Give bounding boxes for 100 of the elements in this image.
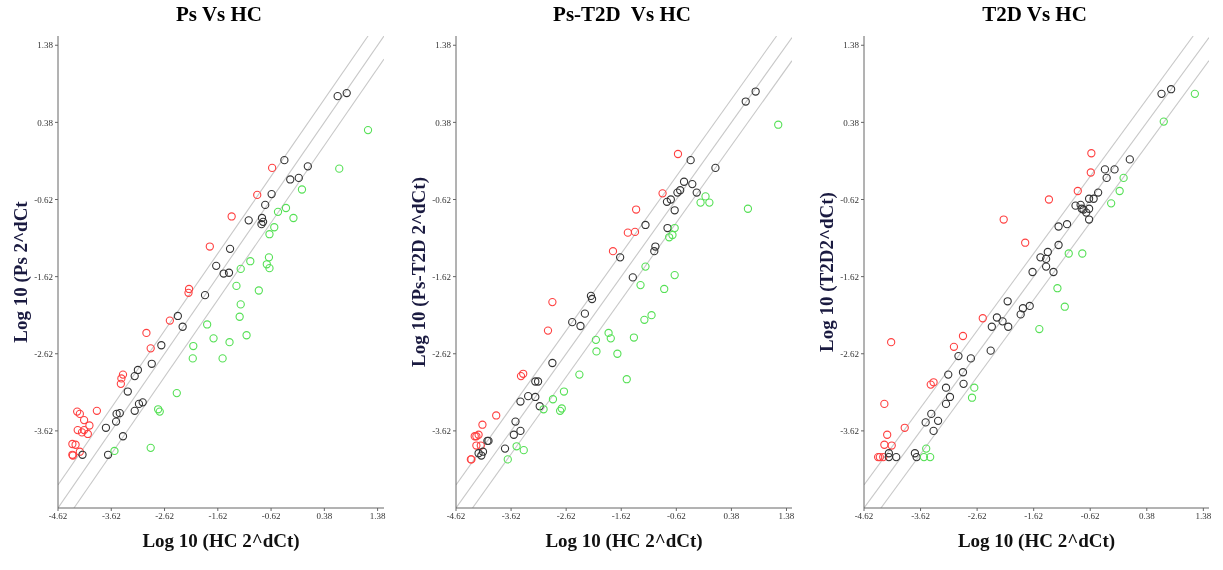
point xyxy=(242,331,251,340)
y-tick-label: -2.62 xyxy=(432,348,451,359)
point xyxy=(922,444,931,453)
point xyxy=(1044,195,1054,204)
x-tick-label: 0.38 xyxy=(1138,511,1156,522)
x-tick-label: -4.62 xyxy=(854,511,874,522)
point xyxy=(575,370,584,379)
point xyxy=(184,288,193,297)
point xyxy=(929,378,938,387)
point xyxy=(1102,173,1111,183)
point xyxy=(286,175,295,184)
point xyxy=(883,430,892,439)
chart-title: T2D Vs HC xyxy=(981,2,1088,27)
point xyxy=(548,395,558,404)
point xyxy=(1119,173,1128,183)
point xyxy=(1086,168,1095,177)
point xyxy=(666,195,675,204)
point xyxy=(157,341,166,350)
point xyxy=(1053,284,1062,293)
point xyxy=(478,447,488,456)
point xyxy=(1041,254,1051,264)
point xyxy=(958,368,968,377)
x-tick-label: -0.62 xyxy=(1080,511,1100,522)
y-tick-label: 1.38 xyxy=(37,40,54,51)
point xyxy=(970,383,979,392)
y-tick-label: -1.62 xyxy=(34,271,53,282)
point xyxy=(650,247,659,256)
point xyxy=(267,189,276,199)
point xyxy=(548,358,557,368)
point xyxy=(1018,304,1028,313)
point xyxy=(524,392,533,401)
point xyxy=(884,449,894,458)
point xyxy=(998,317,1007,326)
point xyxy=(519,446,528,455)
point xyxy=(1041,262,1051,271)
x-tick-label: 0.38 xyxy=(723,511,740,522)
point xyxy=(954,351,963,361)
point xyxy=(503,455,512,464)
point xyxy=(280,156,289,165)
point xyxy=(203,320,212,329)
point xyxy=(110,446,119,456)
point xyxy=(178,322,187,331)
point xyxy=(640,315,649,324)
point xyxy=(686,156,695,165)
point xyxy=(591,335,601,345)
point xyxy=(1190,89,1200,98)
point xyxy=(1054,240,1063,250)
point xyxy=(478,420,487,429)
point xyxy=(548,297,557,307)
y-tick-label: 0.38 xyxy=(37,117,54,128)
point xyxy=(1054,222,1063,231)
point xyxy=(101,423,111,432)
point xyxy=(921,418,930,427)
point xyxy=(978,314,987,323)
point xyxy=(303,162,312,171)
point xyxy=(117,374,126,383)
point xyxy=(130,371,139,381)
x-tick-label: -2.62 xyxy=(155,511,174,522)
point xyxy=(949,342,959,351)
point xyxy=(333,92,342,101)
point xyxy=(71,440,80,449)
point xyxy=(559,387,569,396)
point xyxy=(257,213,267,223)
point xyxy=(219,269,228,278)
chart-title: Ps-T2D Vs HC xyxy=(552,2,692,27)
point xyxy=(189,341,198,351)
x-tick-label: -3.62 xyxy=(501,511,521,522)
point xyxy=(1071,201,1080,210)
y-tick-label: 0.38 xyxy=(435,117,452,128)
point xyxy=(533,377,543,386)
point xyxy=(696,198,705,207)
point xyxy=(75,409,84,419)
point xyxy=(1082,208,1091,217)
point xyxy=(477,451,486,460)
point xyxy=(670,223,679,233)
point xyxy=(236,264,245,274)
point xyxy=(115,408,124,418)
point xyxy=(641,262,650,271)
x-tick-label: -4.62 xyxy=(446,511,466,522)
y-tick-label: -1.62 xyxy=(840,271,859,282)
point xyxy=(281,203,291,213)
point xyxy=(580,309,590,318)
point xyxy=(335,164,344,173)
point xyxy=(658,189,667,198)
x-tick-label: 1.38 xyxy=(369,511,386,522)
point xyxy=(111,417,121,426)
point xyxy=(958,331,968,341)
point xyxy=(647,311,656,320)
point xyxy=(138,398,147,407)
point xyxy=(673,149,683,159)
x-tick-label: -1.62 xyxy=(1024,511,1044,522)
point xyxy=(662,197,672,206)
x-axis-title: Log 10 (HC 2^dCt) xyxy=(545,530,703,553)
x-tick-label: 1.38 xyxy=(1195,511,1212,522)
point xyxy=(751,87,760,96)
point xyxy=(516,397,525,406)
x-axis-title: Log 10 (HC 2^dCt) xyxy=(142,530,300,553)
point xyxy=(880,399,889,409)
point xyxy=(927,409,936,419)
x-tick-label: -1.62 xyxy=(208,511,228,522)
